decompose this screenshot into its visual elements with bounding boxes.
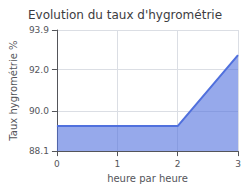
svg-text:93.9: 93.9 <box>29 25 49 35</box>
svg-text:92.0: 92.0 <box>29 65 49 75</box>
svg-text:1: 1 <box>114 159 120 169</box>
svg-text:88.1: 88.1 <box>29 146 49 156</box>
svg-text:Taux hygrométrie %: Taux hygrométrie % <box>8 40 19 141</box>
svg-text:0: 0 <box>54 159 60 169</box>
svg-text:heure par heure: heure par heure <box>107 173 188 184</box>
svg-text:3: 3 <box>235 159 241 169</box>
svg-text:2: 2 <box>175 159 181 169</box>
svg-text:Evolution du taux d'hygrométri: Evolution du taux d'hygrométrie <box>28 8 222 22</box>
svg-text:90.0: 90.0 <box>29 106 49 116</box>
